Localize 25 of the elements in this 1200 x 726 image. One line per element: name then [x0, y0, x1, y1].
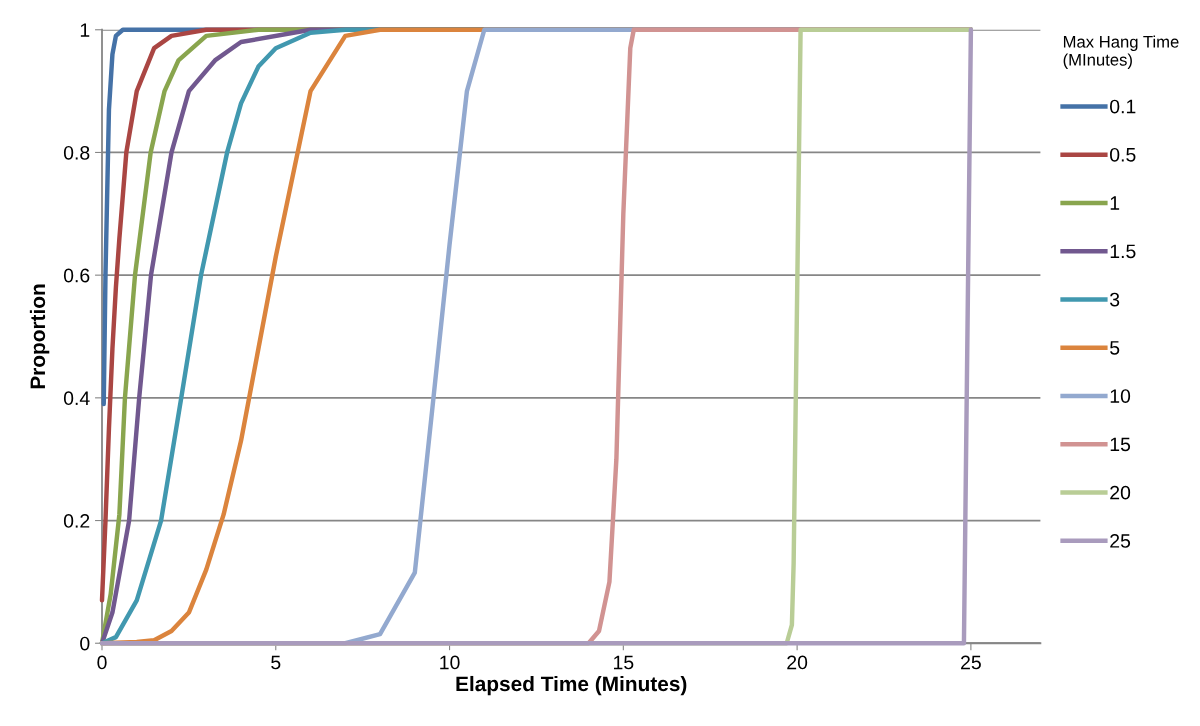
- legend-label: 25: [1110, 534, 1131, 548]
- x-tick-label: 25: [961, 655, 981, 670]
- y-tick-label: 0.4: [63, 391, 90, 406]
- legend-label: 20: [1110, 485, 1131, 500]
- legend-label: 1.5: [1110, 244, 1136, 259]
- y-tick-label: 0.8: [63, 145, 90, 160]
- legend-label: 15: [1110, 437, 1131, 452]
- legend-title: Max Hang Time (MInutes): [1063, 35, 1179, 69]
- legend-label: 10: [1110, 389, 1131, 403]
- x-tick-label: 15: [614, 655, 634, 670]
- y-tick-label: 0: [80, 636, 90, 651]
- x-tick-label: 10: [440, 655, 460, 670]
- legend-label: 0.5: [1110, 147, 1136, 162]
- legend-label: 1: [1110, 196, 1120, 210]
- y-tick-label: 1: [80, 23, 90, 37]
- legend-label: 0.1: [1110, 99, 1136, 114]
- y-tick-label: 0.6: [63, 268, 90, 283]
- x-tick-label: 0: [97, 655, 107, 670]
- y-tick-label: 0.2: [63, 514, 90, 528]
- x-tick-label: 20: [787, 655, 808, 670]
- x-tick-label: 5: [271, 655, 281, 670]
- legend-label: 3: [1110, 292, 1120, 307]
- legend-label: 5: [1110, 341, 1120, 355]
- x-axis-title: Elapsed Time (Minutes): [456, 675, 687, 696]
- y-axis-title: Proportion: [29, 284, 50, 389]
